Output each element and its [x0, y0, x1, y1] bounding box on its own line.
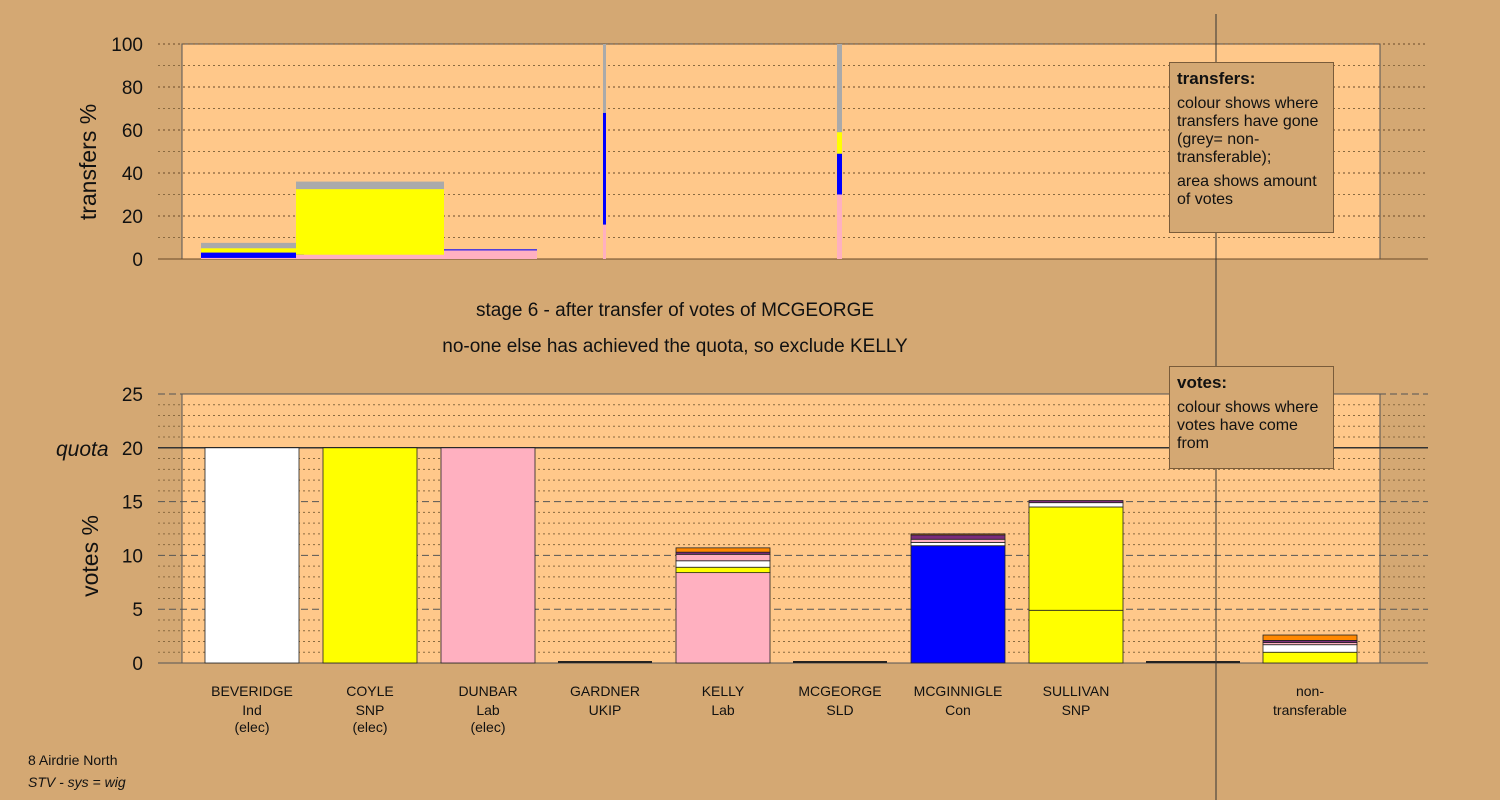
- candidate-party-label: Lab: [476, 702, 500, 718]
- votes-legend-text: colour shows where votes have come from: [1177, 399, 1319, 452]
- vote-segment-mcginnigle: [910, 538, 1006, 543]
- candidate-party-label: SLD: [826, 702, 853, 718]
- transfers-y-axis-label: transfers %: [75, 104, 101, 220]
- candidate-name-label: BEVERIDGE: [211, 683, 293, 699]
- candidate-name-label: DUNBAR: [458, 683, 517, 699]
- quota-label: quota: [56, 438, 109, 461]
- transfer-segment-mcgeorge: [837, 44, 842, 133]
- transfer-segment-mcgeorge: [837, 153, 842, 195]
- vote-segment-coyle: [322, 447, 418, 664]
- candidate-party-label: Lab: [711, 702, 735, 718]
- transfers-legend-text-2: area shows amount of votes: [1177, 173, 1317, 208]
- vote-segment-mcginnigle: [910, 533, 1006, 536]
- transfers-legend: transfers: colour shows where transfers …: [1169, 62, 1334, 233]
- transfers-y-tick-label: 0: [132, 250, 143, 271]
- transfers-y-tick-label: 80: [122, 78, 143, 99]
- candidate-party-label: UKIP: [589, 702, 622, 718]
- votes-y-tick-label: 0: [132, 654, 143, 675]
- transfer-segment-dunbar: [444, 249, 537, 251]
- transfers-legend-title: transfers:: [1177, 69, 1256, 88]
- transfer-segment-gardner: [603, 224, 606, 259]
- vote-segment-mcginnigle: [910, 534, 1006, 540]
- vote-segment-non-: [1262, 644, 1358, 653]
- candidate-name-label: non-: [1296, 683, 1324, 699]
- votes-legend-title: votes:: [1177, 373, 1228, 392]
- transfer-segment-coyle: [296, 189, 444, 255]
- transfer-segment-mcgeorge: [837, 132, 842, 154]
- footer-ward: 8 Airdrie North: [28, 752, 118, 768]
- transfer-segment-dunbar: [444, 250, 537, 259]
- candidate-name-label: SULLIVAN: [1043, 683, 1110, 699]
- transfers-y-tick-label: 60: [122, 121, 143, 142]
- transfer-segment-coyle: [296, 254, 444, 259]
- vote-segment-kelly: [675, 572, 771, 664]
- vote-segment-non-: [1262, 634, 1358, 641]
- transfer-segment-gardner: [603, 112, 606, 225]
- votes-legend: votes: colour shows where votes have com…: [1169, 366, 1334, 469]
- vote-segment-mcginnigle: [910, 542, 1006, 547]
- transfer-segment-beveridge: [201, 257, 304, 259]
- vote-segment-kelly: [675, 553, 771, 562]
- candidate-status-label: (elec): [234, 719, 269, 735]
- candidate-name-label: KELLY: [702, 683, 745, 699]
- vote-segment-sullivan: [1028, 506, 1124, 611]
- transfer-segment-beveridge: [201, 252, 304, 258]
- candidate-name-label: MCGEORGE: [798, 683, 881, 699]
- vote-segment-sullivan: [1028, 500, 1124, 504]
- vote-segment-beveridge: [204, 447, 300, 664]
- vote-segment-kelly: [675, 566, 771, 574]
- candidate-status-label: (elec): [352, 719, 387, 735]
- transfer-segment-mcgeorge: [837, 194, 842, 259]
- transfers-y-tick-label: 40: [122, 164, 143, 185]
- transfer-segment-beveridge: [201, 242, 304, 249]
- vote-segment-sullivan: [1028, 609, 1124, 664]
- candidate-party-label: Con: [945, 702, 971, 718]
- votes-y-tick-label: 5: [132, 600, 143, 621]
- stage-subtitle: no-one else has achieved the quota, so e…: [442, 336, 908, 357]
- candidate-name-label: COYLE: [346, 683, 393, 699]
- vote-segment-dunbar: [440, 447, 536, 664]
- votes-y-tick-label: 10: [122, 546, 143, 567]
- candidate-name-label: MCGINNIGLE: [914, 683, 1003, 699]
- vote-segment-kelly: [675, 560, 771, 568]
- candidate-party-label: Ind: [242, 702, 261, 718]
- transfer-segment-gardner: [603, 44, 606, 113]
- candidate-party-label: transferable: [1273, 702, 1347, 718]
- candidate-status-label: (elec): [470, 719, 505, 735]
- transfer-segment-beveridge: [201, 248, 304, 253]
- candidate-party-label: SNP: [1062, 702, 1091, 718]
- footer-system: STV - sys = wig: [28, 774, 126, 790]
- votes-y-tick-label: 15: [122, 493, 143, 514]
- candidate-party-label: SNP: [356, 702, 385, 718]
- transfers-y-tick-label: 20: [122, 207, 143, 228]
- votes-y-tick-label: 25: [122, 385, 143, 406]
- votes-y-tick-label: 20: [122, 439, 143, 460]
- votes-y-axis-label: votes %: [77, 515, 103, 597]
- vote-segment-non-: [1262, 651, 1358, 664]
- vote-segment-sullivan: [1028, 502, 1124, 508]
- stage-title: stage 6 - after transfer of votes of MCG…: [475, 300, 875, 321]
- transfers-y-tick-label: 100: [111, 35, 143, 56]
- vote-segment-mcginnigle: [910, 545, 1006, 664]
- candidate-name-label: GARDNER: [570, 683, 640, 699]
- transfers-legend-text-1: colour shows where transfers have gone (…: [1177, 95, 1319, 166]
- transfer-segment-coyle: [296, 181, 444, 190]
- vote-segment-kelly: [675, 547, 771, 553]
